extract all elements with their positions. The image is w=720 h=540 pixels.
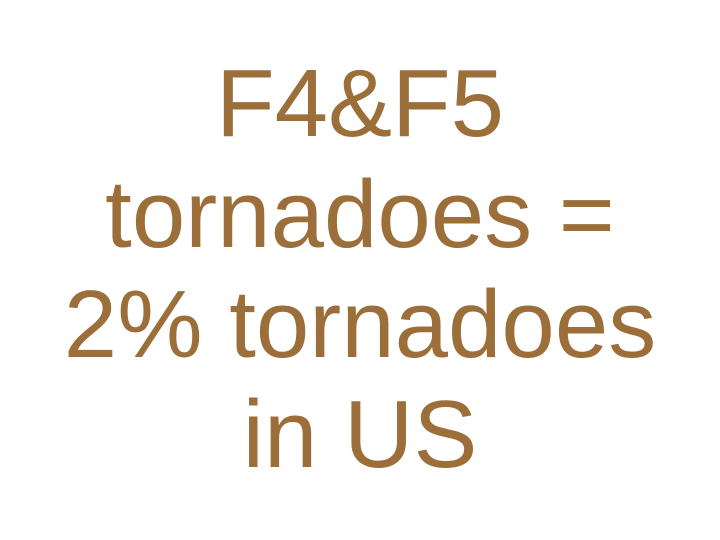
slide-line-4: in US: [64, 380, 656, 490]
slide-line-1: F4&F5: [64, 49, 656, 159]
slide-line-2: tornadoes =: [64, 160, 656, 270]
slide-content: F4&F5 tornadoes = 2% tornadoes in US: [64, 49, 656, 491]
slide-line-3: 2% tornadoes: [64, 270, 656, 380]
